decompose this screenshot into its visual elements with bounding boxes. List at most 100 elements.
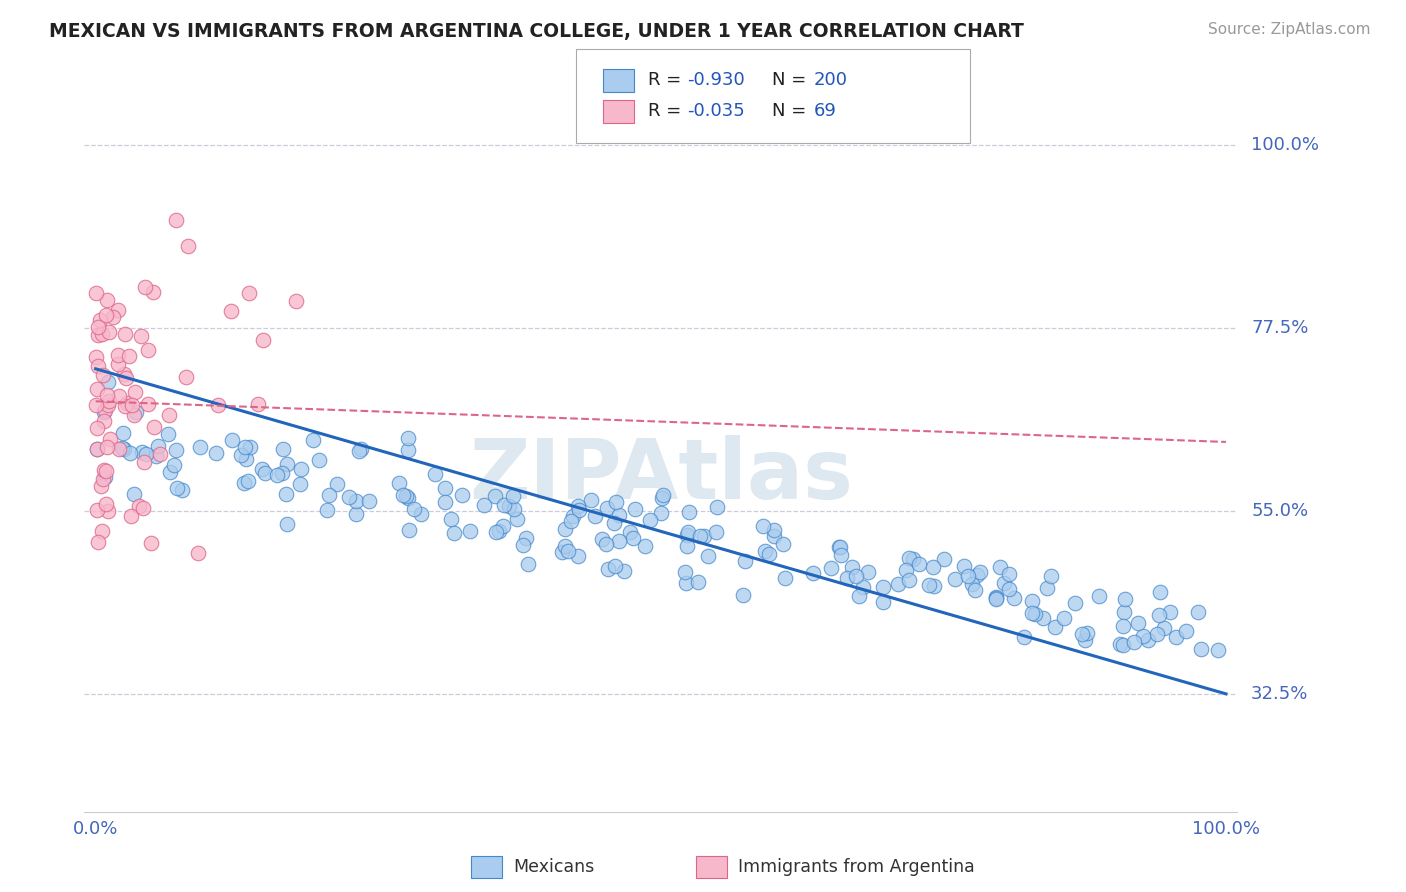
Point [396,443,419,458]
Point [1114,592,1136,607]
Point [772,537,794,551]
Point [706,500,728,515]
Point [388,475,411,490]
Point [166,481,188,495]
Point [425,467,447,481]
Point [1164,631,1187,645]
Point [84,350,107,364]
Point [488,524,510,539]
Point [239,440,262,454]
Point [250,461,273,475]
Point [125,405,148,419]
Point [897,550,920,565]
Point [118,349,141,363]
Point [252,333,274,347]
Point [451,488,474,502]
Point [139,536,162,550]
Text: N =: N = [772,71,811,89]
Point [86,382,108,396]
Point [986,591,1008,606]
Point [762,523,785,537]
Point [830,540,852,554]
Point [205,446,228,460]
Point [1032,611,1054,625]
Point [411,508,433,522]
Point [347,443,370,458]
Point [89,313,111,327]
Point [554,539,576,553]
Point [650,507,672,521]
Point [170,483,193,497]
Point [1053,611,1076,625]
Point [396,491,419,506]
Point [1149,585,1171,599]
Point [560,514,582,528]
Point [93,463,115,477]
Point [494,499,516,513]
Point [907,557,929,571]
Point [693,529,716,543]
Point [136,343,159,358]
Point [1112,638,1135,652]
Point [136,397,159,411]
Text: Mexicans: Mexicans [513,858,595,876]
Point [1074,632,1097,647]
Point [1112,605,1135,619]
Point [498,499,520,513]
Point [112,442,135,457]
Point [91,368,114,382]
Point [918,578,941,592]
Point [396,431,419,445]
Point [284,293,307,308]
Point [290,462,312,476]
Text: 77.5%: 77.5% [1251,319,1309,337]
Point [607,508,630,522]
Point [640,513,662,527]
Point [596,562,619,576]
Point [253,467,276,481]
Point [232,475,254,490]
Point [624,501,647,516]
Point [583,508,606,523]
Text: -0.035: -0.035 [688,103,745,120]
Point [1187,605,1209,619]
Point [94,309,117,323]
Point [872,595,894,609]
Point [288,477,311,491]
Point [502,489,524,503]
Point [235,451,257,466]
Point [675,539,697,553]
Point [124,384,146,399]
Point [148,439,170,453]
Point [984,590,1007,604]
Point [115,396,138,410]
Point [579,492,602,507]
Point [605,495,627,509]
Point [752,518,775,533]
Point [1109,637,1132,651]
Point [316,503,339,517]
Point [613,564,636,578]
Point [1040,569,1063,583]
Point [142,285,165,300]
Point [1076,626,1098,640]
Point [801,566,824,580]
Point [115,371,138,385]
Point [1146,627,1168,641]
Point [969,565,991,579]
Point [132,500,155,515]
Point [568,503,591,517]
Point [1036,581,1059,595]
Point [828,541,851,555]
Point [274,487,297,501]
Point [357,494,380,508]
Point [433,481,456,495]
Point [704,525,727,540]
Point [591,532,613,546]
Point [98,393,121,408]
Point [734,554,756,568]
Point [114,326,136,341]
Point [122,487,145,501]
Point [142,420,165,434]
Point [897,573,920,587]
